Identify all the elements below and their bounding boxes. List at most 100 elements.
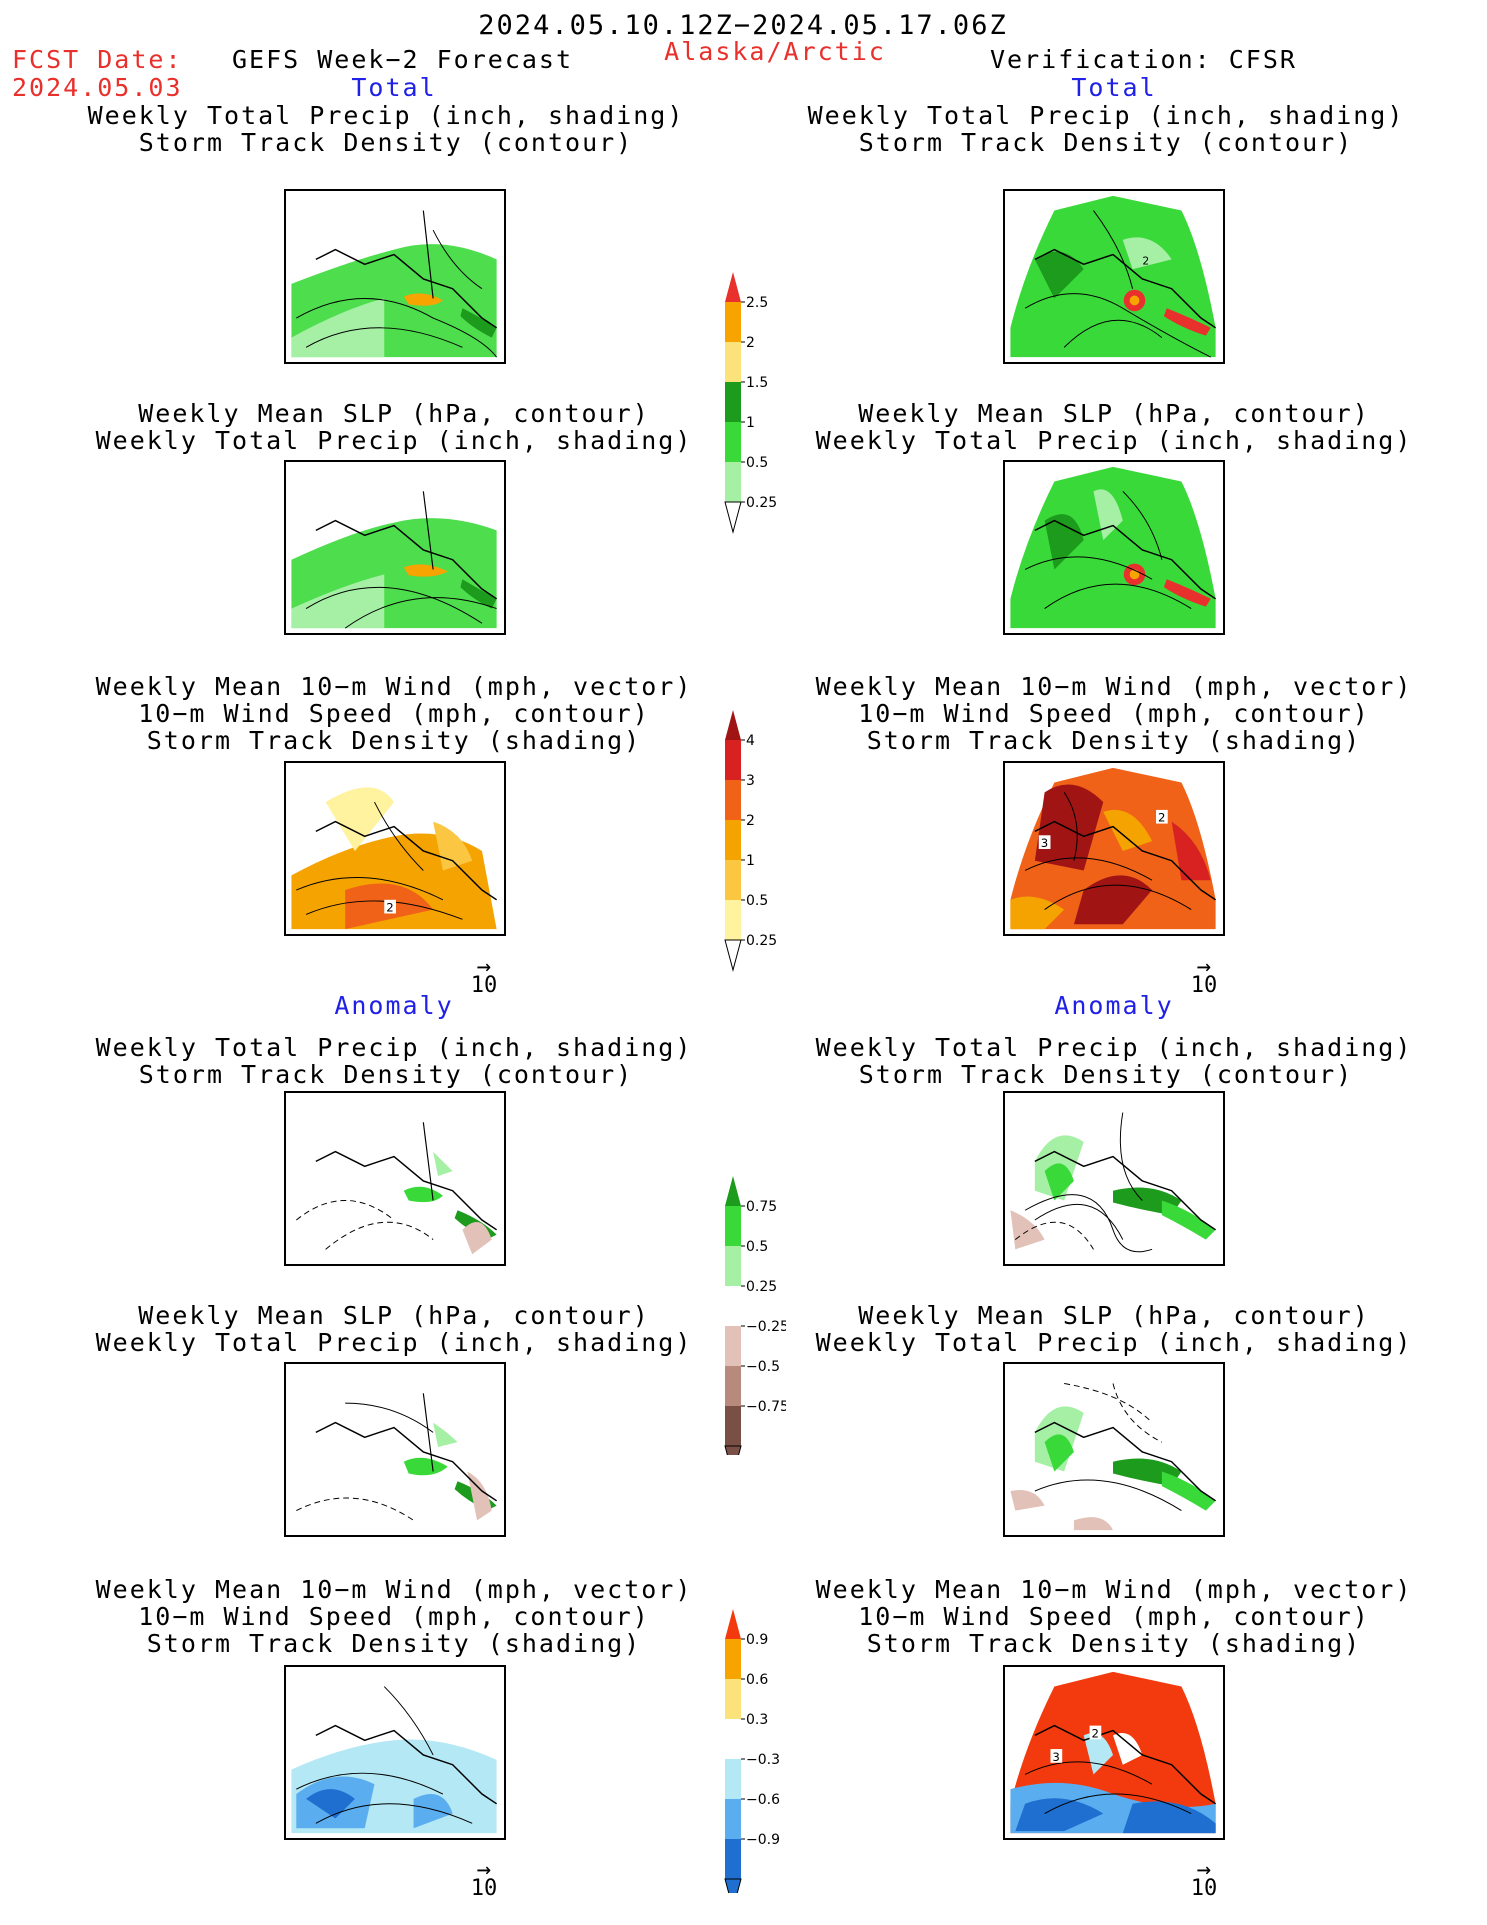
colorbar-tip bbox=[725, 710, 741, 740]
lt2-title-1: Weekly Mean SLP (hPa, contour) bbox=[138, 399, 650, 428]
right-total-label: Total bbox=[1071, 73, 1157, 102]
map-label: 2 bbox=[1092, 1726, 1099, 1740]
ra2-title-1: Weekly Mean SLP (hPa, contour) bbox=[858, 1301, 1370, 1330]
colorbar-label: 3 bbox=[746, 773, 755, 789]
rt2-title-1: Weekly Mean SLP (hPa, contour) bbox=[858, 399, 1370, 428]
colorbar-label: −0.3 bbox=[746, 1752, 780, 1768]
left-anomaly-label: Anomaly bbox=[334, 991, 454, 1020]
colorbar-precip-anomaly: 0.75 0.5 0.25 −0.25 −0.5 −0.75 bbox=[724, 1176, 786, 1455]
left-total-label: Total bbox=[351, 73, 437, 102]
map-verif-anom-precip-track bbox=[1003, 1091, 1225, 1266]
colorbar-segment bbox=[725, 1759, 741, 1799]
fcst-date-value: 2024.05.03 bbox=[12, 73, 183, 102]
arrow-right-icon: → bbox=[1196, 1855, 1212, 1883]
map-forecast-anom-wind-track bbox=[284, 1665, 506, 1840]
colorbar-label: 0.5 bbox=[746, 893, 768, 909]
colorbar-label: 0.3 bbox=[746, 1712, 768, 1728]
rt3-title-1: Weekly Mean 10−m Wind (mph, vector) bbox=[815, 672, 1413, 701]
colorbar-tip bbox=[725, 1176, 741, 1206]
colorbar-label: 0.5 bbox=[746, 1239, 768, 1255]
colorbar-segment bbox=[725, 740, 741, 780]
lt3-title-1: Weekly Mean 10−m Wind (mph, vector) bbox=[95, 672, 693, 701]
colorbar-precip-total: 2.5 2 1.5 1 0.5 0.25 bbox=[724, 272, 777, 534]
ra3-title-2: 10−m Wind Speed (mph, contour) bbox=[858, 1602, 1370, 1631]
ra3-title-3: Storm Track Density (shading) bbox=[866, 1629, 1362, 1658]
colorbar-storm-track-anomaly: 0.9 0.6 0.3 −0.3 −0.6 −0.9 bbox=[724, 1609, 780, 1893]
colorbar-segment bbox=[725, 860, 741, 900]
map-verif-total-precip-track: 2 bbox=[1003, 189, 1225, 364]
map-label: 3 bbox=[1041, 836, 1048, 850]
right-anom-vector-ref: → 10 bbox=[1174, 1855, 1234, 1900]
left-total-vector-ref: → 10 bbox=[454, 952, 514, 997]
ra1-title-2: Storm Track Density (contour) bbox=[858, 1060, 1354, 1089]
map-verif-anom-slp-precip bbox=[1003, 1362, 1225, 1537]
fcst-date-label: FCST Date: bbox=[12, 45, 183, 74]
colorbar-segment bbox=[725, 1719, 741, 1759]
colorbar-tip bbox=[724, 939, 742, 972]
lt1-title-2: Storm Track Density (contour) bbox=[138, 128, 634, 157]
colorbar-label: 0.9 bbox=[746, 1632, 768, 1648]
colorbar-label: 1 bbox=[746, 853, 755, 869]
colorbar-segment bbox=[725, 1799, 741, 1839]
map-label: 2 bbox=[386, 901, 393, 915]
lt3-title-2: 10−m Wind Speed (mph, contour) bbox=[138, 699, 650, 728]
left-column-title: GEFS Week−2 Forecast bbox=[232, 45, 574, 74]
colorbar-tip bbox=[725, 272, 741, 302]
colorbar-label: 1 bbox=[746, 415, 755, 431]
colorbar-segment bbox=[725, 422, 741, 462]
ra2-title-2: Weekly Total Precip (inch, shading) bbox=[815, 1328, 1413, 1357]
right-anomaly-label: Anomaly bbox=[1054, 991, 1174, 1020]
colorbar-segment bbox=[725, 342, 741, 382]
la1-title-1: Weekly Total Precip (inch, shading) bbox=[95, 1033, 693, 1062]
arrow-right-icon: → bbox=[1196, 952, 1212, 980]
colorbar-label: 0.25 bbox=[746, 933, 777, 949]
map-label: 2 bbox=[1158, 811, 1165, 825]
map-verif-anom-wind-track: 3 2 bbox=[1003, 1665, 1225, 1840]
map-verif-total-wind-track: 3 2 bbox=[1003, 761, 1225, 936]
colorbar-segment bbox=[725, 1246, 741, 1286]
arrow-right-icon: → bbox=[476, 952, 492, 980]
colorbar-segment bbox=[725, 382, 741, 422]
arrow-right-icon: → bbox=[476, 1855, 492, 1883]
colorbar-label: 0.25 bbox=[746, 1279, 777, 1295]
la2-title-2: Weekly Total Precip (inch, shading) bbox=[95, 1328, 693, 1357]
la3-title-2: 10−m Wind Speed (mph, contour) bbox=[138, 1602, 650, 1631]
colorbar-label: 4 bbox=[746, 733, 755, 749]
colorbar-label: −0.75 bbox=[746, 1399, 786, 1415]
colorbar-storm-track-total: 4 3 2 1 0.5 0.25 bbox=[724, 710, 777, 972]
colorbar-label: 0.6 bbox=[746, 1672, 768, 1688]
ra1-title-1: Weekly Total Precip (inch, shading) bbox=[815, 1033, 1413, 1062]
rt2-title-2: Weekly Total Precip (inch, shading) bbox=[815, 426, 1413, 455]
rt1-title-1: Weekly Total Precip (inch, shading) bbox=[807, 101, 1405, 130]
colorbar-segment bbox=[725, 780, 741, 820]
ra3-title-1: Weekly Mean 10−m Wind (mph, vector) bbox=[815, 1575, 1413, 1604]
lt3-title-3: Storm Track Density (shading) bbox=[146, 726, 642, 755]
colorbar-label: 2 bbox=[746, 813, 755, 829]
colorbar-tip bbox=[724, 501, 742, 534]
colorbar-label: 0.25 bbox=[746, 495, 777, 511]
colorbar-segment bbox=[725, 900, 741, 940]
colorbar-segment bbox=[725, 1639, 741, 1679]
colorbar-label: 1.5 bbox=[746, 375, 768, 391]
rt3-title-2: 10−m Wind Speed (mph, contour) bbox=[858, 699, 1370, 728]
lt1-title-1: Weekly Total Precip (inch, shading) bbox=[87, 101, 685, 130]
lt2-title-2: Weekly Total Precip (inch, shading) bbox=[95, 426, 693, 455]
colorbar-segment bbox=[725, 302, 741, 342]
map-verif-total-slp-precip bbox=[1003, 460, 1225, 635]
colorbar-segment bbox=[725, 1286, 741, 1326]
colorbar-label: 0.5 bbox=[746, 455, 768, 471]
map-label: 3 bbox=[1052, 1750, 1059, 1764]
colorbar-label: −0.25 bbox=[746, 1319, 786, 1335]
la2-title-1: Weekly Mean SLP (hPa, contour) bbox=[138, 1301, 650, 1330]
map-forecast-anom-precip-track bbox=[284, 1091, 506, 1266]
colorbar-segment bbox=[725, 462, 741, 502]
region-title: Alaska/Arctic bbox=[664, 37, 886, 66]
date-range-title: 2024.05.10.12Z−2024.05.17.06Z bbox=[478, 10, 1008, 41]
rt1-title-2: Storm Track Density (contour) bbox=[858, 128, 1354, 157]
map-label: 2 bbox=[1142, 254, 1149, 267]
colorbar-label: −0.6 bbox=[746, 1792, 780, 1808]
colorbar-label: 2.5 bbox=[746, 295, 768, 311]
colorbar-segment bbox=[725, 1366, 741, 1406]
map-forecast-total-precip-track bbox=[284, 189, 506, 364]
colorbar-segment bbox=[725, 1839, 741, 1879]
